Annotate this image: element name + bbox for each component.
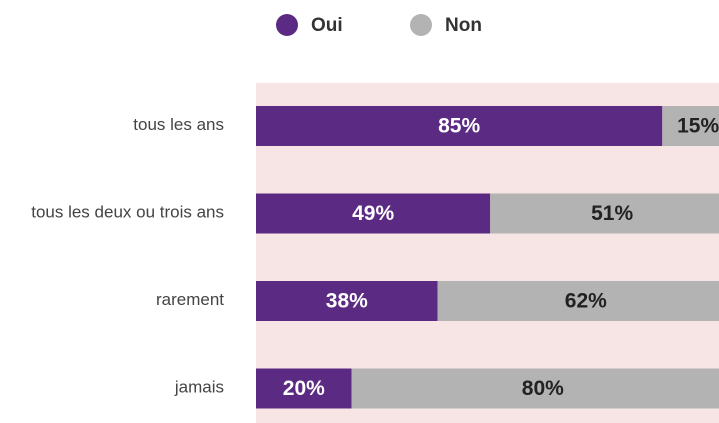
bar — [256, 368, 352, 409]
y-tick-label: tous les ans — [133, 115, 224, 134]
legend-swatch — [276, 14, 298, 36]
bar — [256, 193, 491, 234]
y-tick-label: rarement — [156, 290, 224, 309]
data-label: 62% — [565, 290, 607, 313]
bar — [662, 106, 719, 146]
bar — [437, 281, 719, 321]
data-label: 80% — [522, 377, 564, 400]
data-label: 15% — [677, 115, 719, 138]
data-label: 20% — [283, 377, 325, 400]
y-tick-label: tous les deux ou trois ans — [31, 203, 224, 222]
bar — [351, 368, 719, 409]
legend-label: Non — [445, 15, 482, 36]
bar — [490, 193, 719, 234]
legend-label: Oui — [311, 15, 343, 36]
data-label: 49% — [352, 202, 394, 225]
bar — [256, 106, 663, 146]
legend-swatch — [410, 14, 432, 36]
data-label: 51% — [591, 202, 633, 225]
y-tick-label: jamais — [174, 378, 224, 397]
data-label: 85% — [438, 115, 480, 138]
data-label: 38% — [326, 290, 368, 313]
bar — [256, 281, 438, 321]
